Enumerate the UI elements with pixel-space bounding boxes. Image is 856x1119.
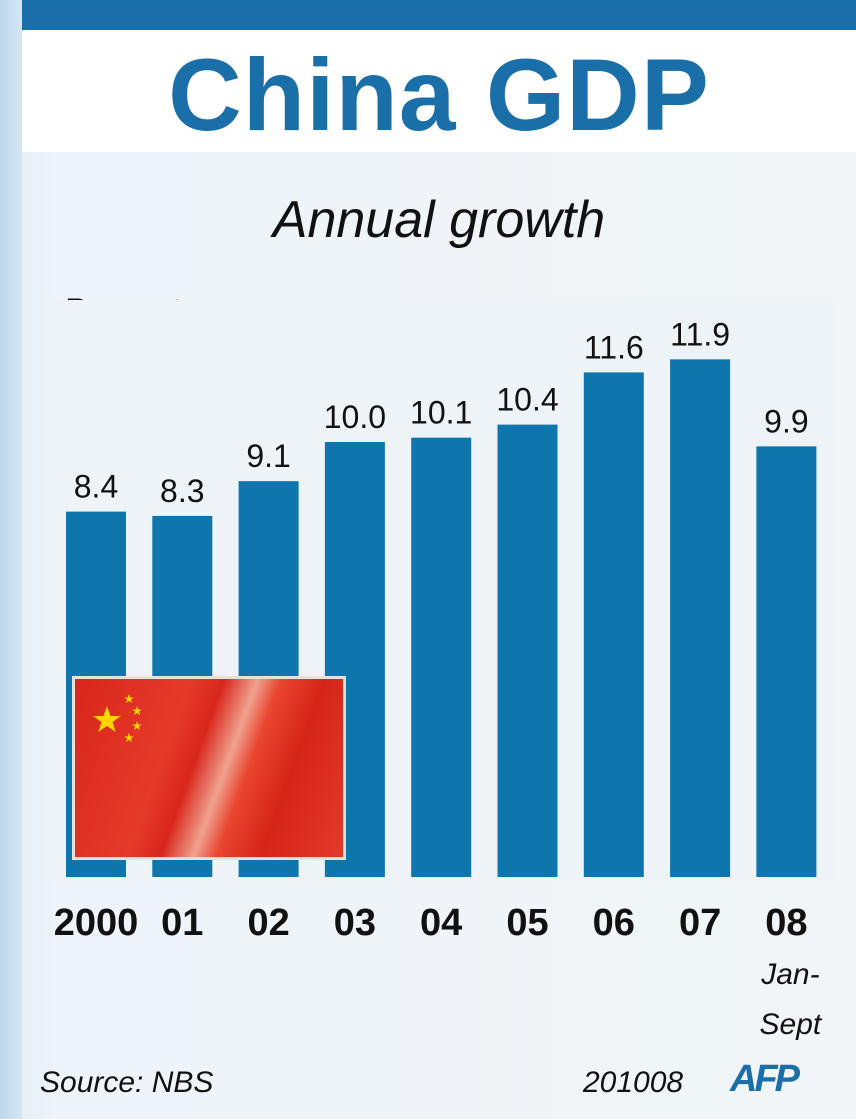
bar-08 xyxy=(756,446,817,877)
value-label-04: 10.1 xyxy=(410,395,472,431)
bar-07 xyxy=(670,359,731,878)
title-background xyxy=(22,30,856,152)
value-label-08: 9.9 xyxy=(764,403,808,439)
chart-title: China GDP xyxy=(168,38,710,152)
x-tick-label-02: 02 xyxy=(247,902,289,944)
value-label-07: 11.9 xyxy=(670,316,730,352)
bar-04 xyxy=(411,437,472,877)
x-tick-note-08-0: Jan- xyxy=(760,958,819,991)
value-label-01: 8.3 xyxy=(160,473,204,509)
left-border-strip xyxy=(0,0,22,1119)
x-tick-label-01: 01 xyxy=(161,902,203,944)
x-tick-note-08-1: Sept xyxy=(760,1008,823,1041)
top-color-band xyxy=(22,0,856,30)
bar-06 xyxy=(583,372,644,877)
x-tick-label-2000: 2000 xyxy=(54,902,139,944)
x-tick-label-07: 07 xyxy=(679,902,721,944)
china-flag-icon xyxy=(72,676,346,860)
afp-logo: AFP xyxy=(730,1058,800,1100)
x-tick-label-03: 03 xyxy=(334,902,376,944)
value-label-03: 10.0 xyxy=(324,399,386,435)
chart-subtitle: Annual growth xyxy=(272,191,606,249)
x-tick-label-04: 04 xyxy=(420,902,462,944)
value-label-02: 9.1 xyxy=(246,438,290,474)
x-tick-label-06: 06 xyxy=(593,902,635,944)
x-tick-label-05: 05 xyxy=(506,902,548,944)
graphic-code: 201008 xyxy=(583,1066,684,1099)
value-label-2000: 8.4 xyxy=(74,469,118,505)
bar-05 xyxy=(497,424,558,877)
value-label-05: 10.4 xyxy=(496,382,558,418)
source-note: Source: NBS xyxy=(40,1066,214,1099)
value-label-06: 11.6 xyxy=(584,329,644,365)
x-tick-label-08: 08 xyxy=(765,902,807,944)
